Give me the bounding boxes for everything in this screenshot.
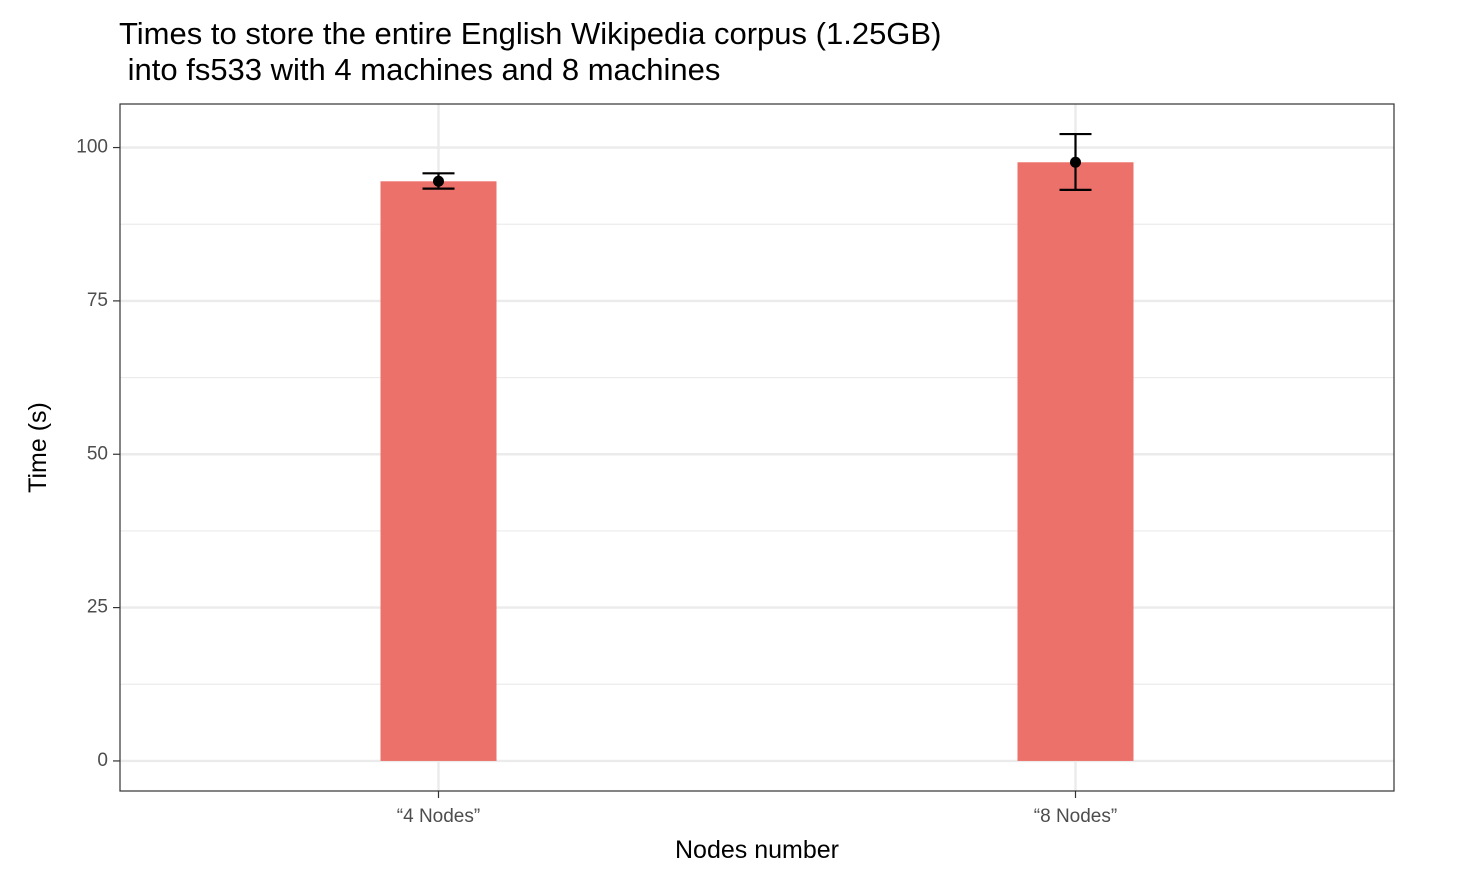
- mean-point-1: [433, 175, 444, 187]
- y-axis-title: Time (s): [24, 402, 52, 493]
- y-tick-label: 50: [87, 443, 108, 464]
- bar-2: [1017, 162, 1134, 761]
- y-axis-ticks: 0 25 50 75 100: [76, 137, 120, 771]
- plot-panel-border: [119, 103, 1395, 792]
- chart-title: Times to store the entire English Wikipe…: [119, 16, 942, 87]
- x-tick-label: “4 Nodes”: [397, 806, 480, 827]
- major-gridlines: [120, 104, 1394, 791]
- minor-gridlines: [120, 223, 1394, 685]
- y-tick-label: 25: [87, 597, 108, 618]
- bars: [380, 162, 1134, 761]
- x-axis-title: Nodes number: [675, 836, 839, 864]
- x-tick-label: “8 Nodes”: [1034, 806, 1117, 827]
- x-axis-ticks: “4 Nodes” “8 Nodes”: [397, 791, 1117, 827]
- y-tick-label: 100: [76, 137, 108, 158]
- bar-1: [380, 181, 497, 761]
- error-bars: [422, 132, 1092, 191]
- y-tick-label: 0: [97, 750, 108, 771]
- y-tick-label: 75: [87, 290, 108, 311]
- mean-point-2: [1070, 156, 1081, 168]
